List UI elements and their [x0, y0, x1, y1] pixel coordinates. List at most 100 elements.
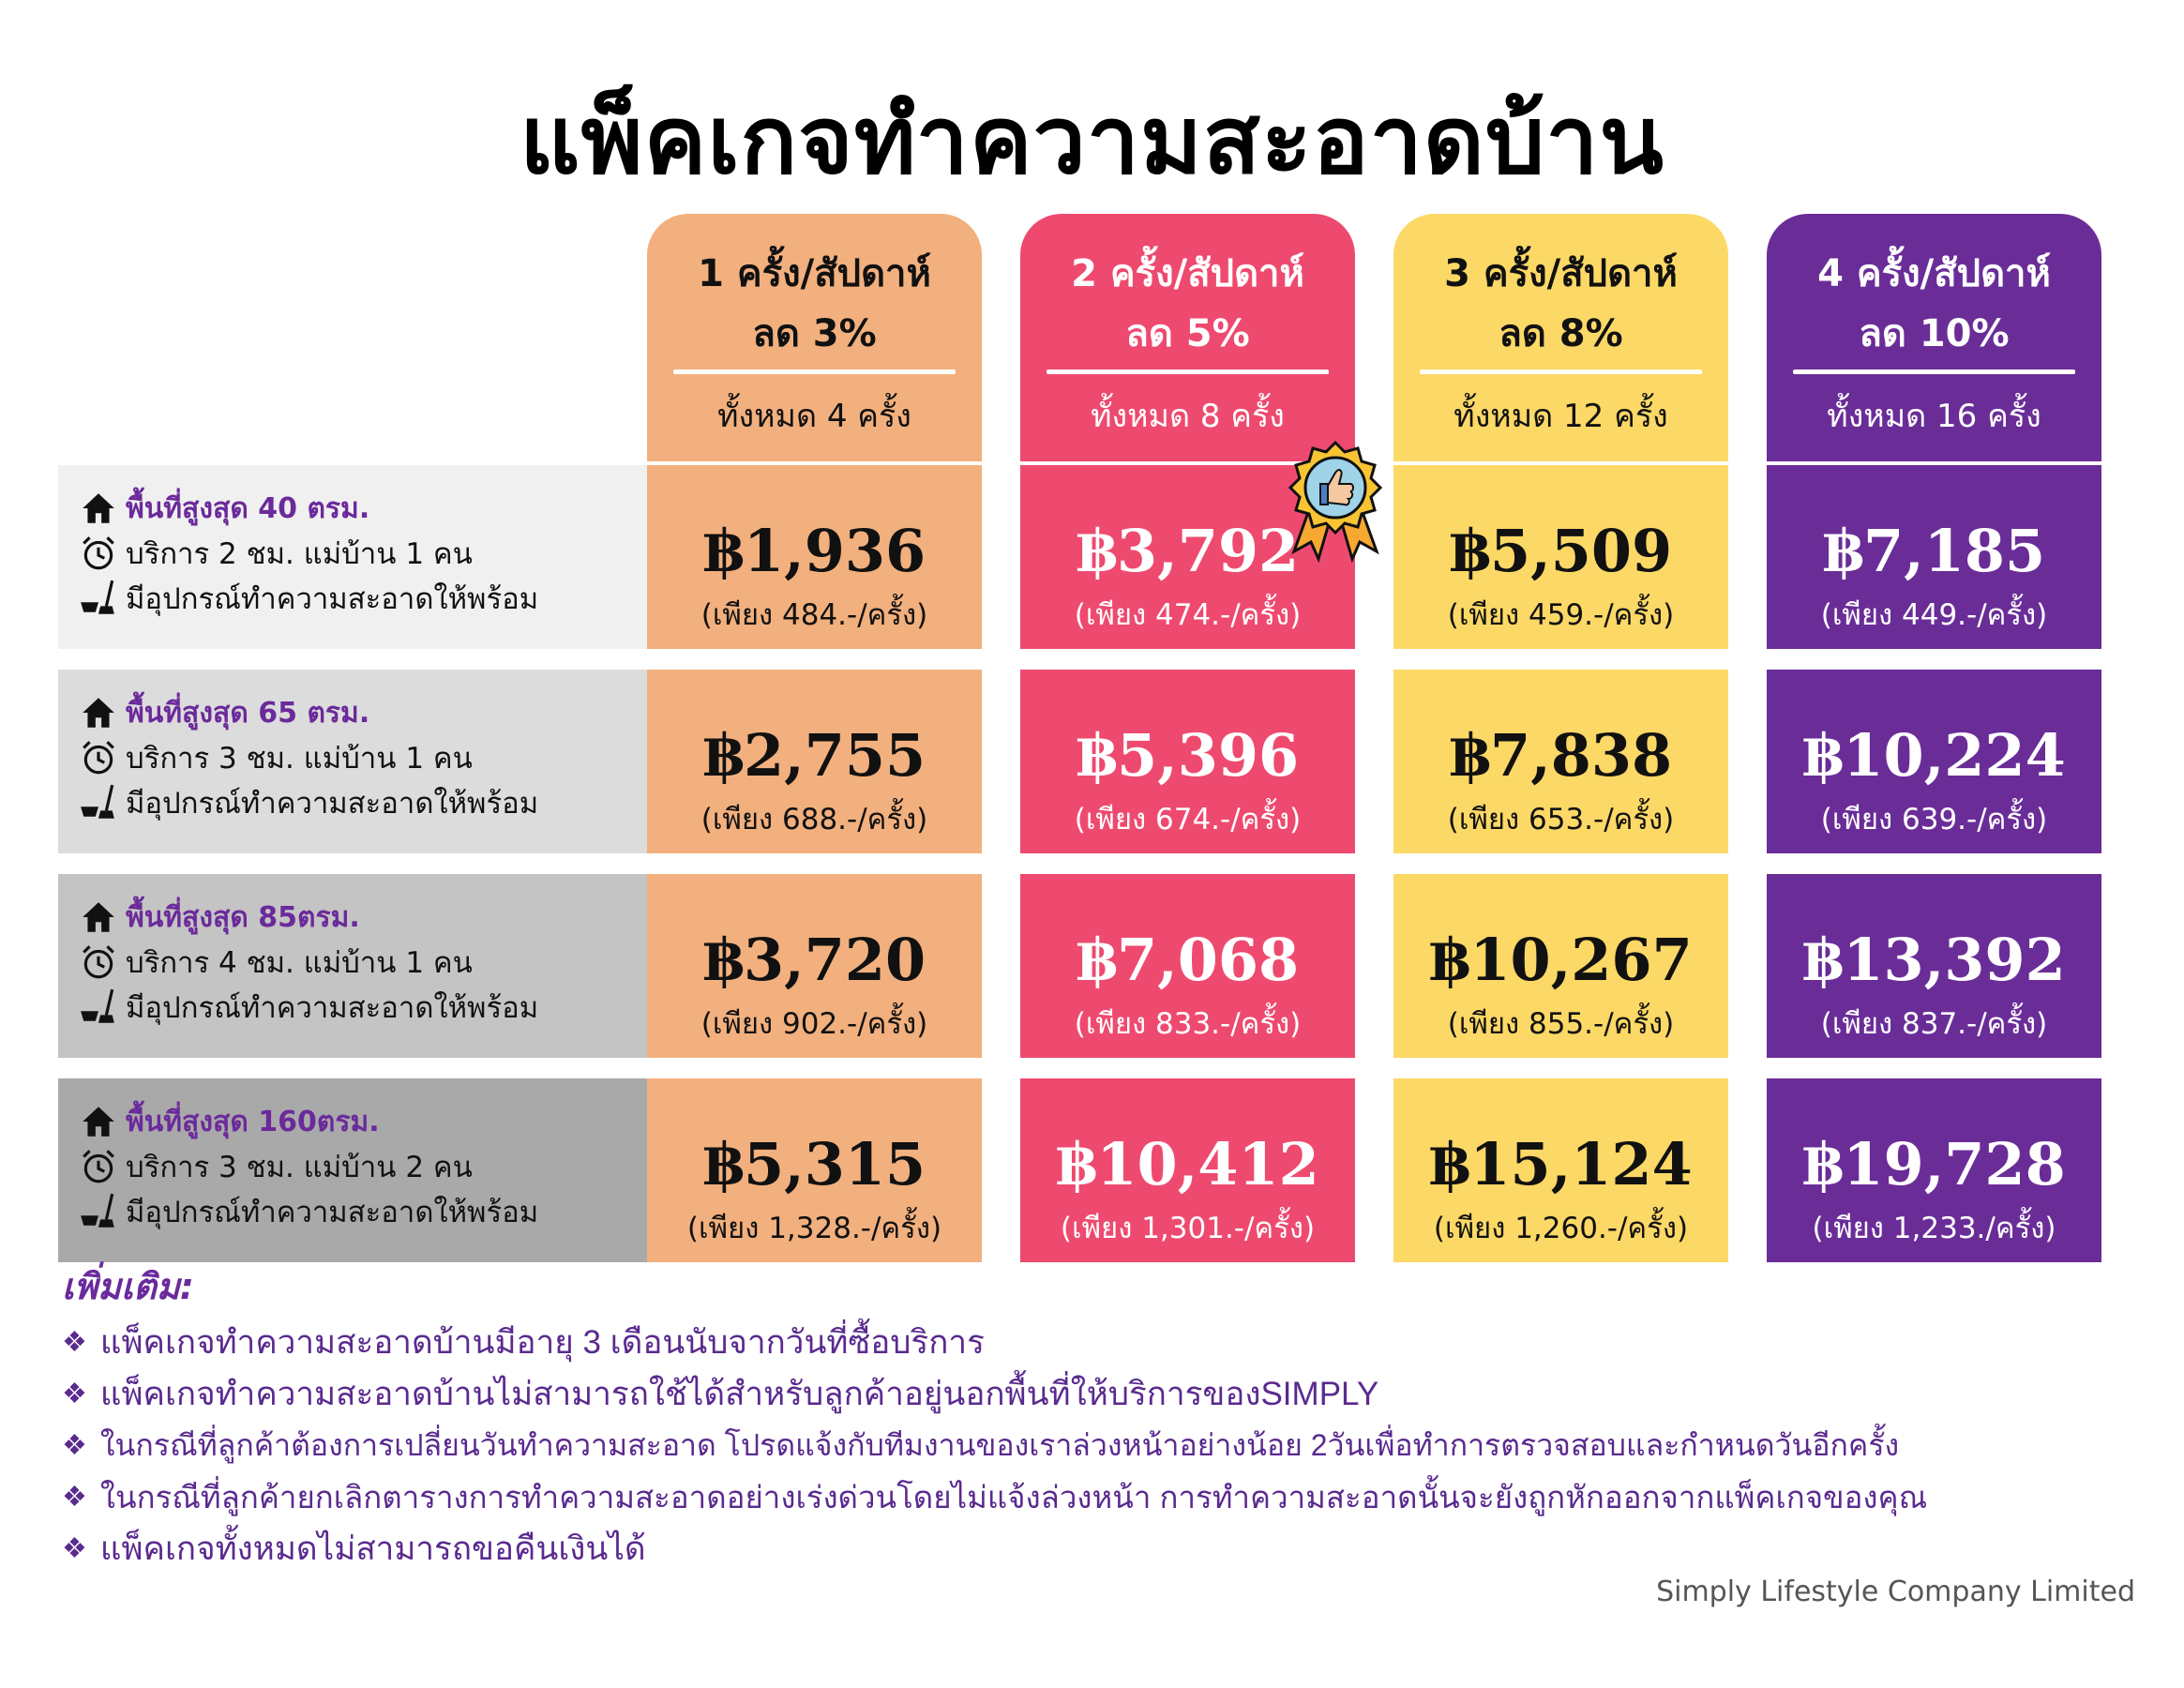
price: ฿5,509: [1449, 517, 1673, 585]
note-item: ❖ ในกรณีที่ลูกค้ายกเลิกตารางการทำความสะอ…: [62, 1473, 1927, 1520]
price-per-visit: (เพียง 639.-/ครั้ง): [1820, 803, 2048, 836]
price-per-visit: (เพียง 1,301.-/ครั้ง): [1060, 1212, 1316, 1245]
plan-header-3: 3 ครั้ง/สัปดาห์ ลด 8% ทั้งหมด 12 ครั้ง: [1393, 214, 1728, 461]
alarm-clock-icon: [83, 1150, 114, 1183]
price-cell: ฿7,838 (เพียง 653.-/ครั้ง): [1393, 670, 1728, 853]
price: ฿10,224: [1802, 721, 2066, 790]
price-per-visit: (เพียง 474.-/ครั้ง): [1074, 598, 1302, 632]
cleaning-tools-icon: [81, 1193, 114, 1228]
plan-discount: ลด 8%: [1499, 312, 1623, 355]
plan-total: ทั้งหมด 12 ครั้ง: [1453, 398, 1668, 435]
price-cell: ฿5,509 (เพียง 459.-/ครั้ง): [1393, 465, 1728, 649]
feature-row-3: พื้นที่สูงสุด 85ตรม. บริการ 4 ชม. แม่บ้า…: [58, 874, 647, 1058]
price-per-visit: (เพียง 674.-/ครั้ง): [1074, 803, 1302, 836]
price: ฿13,392: [1802, 926, 2066, 994]
company-footer: Simply Lifestyle Company Limited: [1656, 1575, 2135, 1608]
thumbs-up-badge-icon: [1288, 440, 1383, 563]
plan-name: 4 ครั้ง/สัปดาห์: [1817, 252, 2051, 295]
price-cell: ฿5,396 (เพียง 674.-/ครั้ง): [1020, 670, 1355, 853]
plan-name: 1 ครั้ง/สัปดาห์: [698, 252, 931, 295]
note-text: แพ็คเกจทั้งหมดไม่สามารถขอคืนเงินได้: [99, 1530, 646, 1567]
divider: [1420, 369, 1702, 374]
plan-header-4: 4 ครั้ง/สัปดาห์ ลด 10% ทั้งหมด 16 ครั้ง: [1767, 214, 2101, 461]
bullet-icon: ❖: [62, 1481, 87, 1513]
feature-row-2: พื้นที่สูงสุด 65 ตรม. บริการ 3 ชม. แม่บ้…: [58, 670, 647, 853]
bullet-icon: ❖: [62, 1429, 87, 1461]
bullet-icon: ❖: [62, 1326, 87, 1358]
price-per-visit: (เพียง 833.-/ครั้ง): [1074, 1007, 1302, 1041]
service-label: บริการ 2 ชม. แม่บ้าน 1 คน: [126, 537, 473, 571]
house-icon: [83, 902, 114, 932]
page-title: แพ็คเกจทำความสะอาดบ้าน: [520, 85, 1664, 195]
bullet-icon: ❖: [62, 1532, 87, 1564]
price-per-visit: (เพียง 855.-/ครั้ง): [1447, 1007, 1675, 1041]
price-per-visit: (เพียง 837.-/ครั้ง): [1820, 1007, 2048, 1041]
feature-row-1: พื้นที่สูงสุด 40 ตรม. บริการ 2 ชม. แม่บ้…: [58, 465, 647, 649]
price: ฿15,124: [1429, 1130, 1693, 1198]
price: ฿10,412: [1056, 1130, 1319, 1198]
service-label: บริการ 4 ชม. แม่บ้าน 1 คน: [126, 946, 473, 980]
divider: [1047, 369, 1329, 374]
price: ฿2,755: [702, 721, 926, 790]
note-text: แพ็คเกจทำความสะอาดบ้านไม่สามารถใช้ได้สำห…: [99, 1375, 1379, 1412]
price-per-visit: (เพียง 484.-/ครั้ง): [700, 598, 928, 632]
area-label: พื้นที่สูงสุด 65 ตรม.: [126, 696, 370, 730]
price: ฿5,315: [702, 1130, 926, 1198]
price-per-visit: (เพียง 1,233./ครั้ง): [1812, 1212, 2056, 1245]
price-cell: ฿10,267 (เพียง 855.-/ครั้ง): [1393, 874, 1728, 1058]
price-cell: ฿15,124 (เพียง 1,260.-/ครั้ง): [1393, 1078, 1728, 1262]
house-icon: [83, 1107, 114, 1137]
price: ฿7,068: [1076, 926, 1300, 994]
note-text: ในกรณีที่ลูกค้าต้องการเปลี่ยนวันทำความสะ…: [99, 1427, 1900, 1462]
cleaning-tools-icon: [81, 784, 114, 819]
price: ฿7,185: [1822, 517, 2046, 585]
feature-row-4: พื้นที่สูงสุด 160ตรม. บริการ 3 ชม. แม่บ้…: [58, 1078, 647, 1262]
price: ฿5,396: [1076, 721, 1300, 790]
area-label: พื้นที่สูงสุด 160ตรม.: [126, 1105, 380, 1138]
plan-header-1: 1 ครั้ง/สัปดาห์ ลด 3% ทั้งหมด 4 ครั้ง: [647, 214, 982, 461]
price-cell: ฿1,936 (เพียง 484.-/ครั้ง): [647, 465, 982, 649]
price-per-visit: (เพียง 1,260.-/ครั้ง): [1433, 1212, 1689, 1245]
price: ฿3,720: [702, 926, 926, 994]
note-item: ❖ ในกรณีที่ลูกค้าต้องการเปลี่ยนวันทำความ…: [62, 1422, 1899, 1469]
price-cell: ฿19,728 (เพียง 1,233./ครั้ง): [1767, 1078, 2101, 1262]
plan-discount: ลด 10%: [1859, 312, 2010, 355]
alarm-clock-icon: [83, 536, 114, 570]
price-per-visit: (เพียง 459.-/ครั้ง): [1447, 598, 1675, 632]
plan-total: ทั้งหมด 16 ครั้ง: [1827, 398, 2041, 435]
price: ฿3,792: [1076, 517, 1300, 585]
alarm-clock-icon: [83, 741, 114, 775]
area-label: พื้นที่สูงสุด 85ตรม.: [126, 900, 360, 934]
plan-name: 2 ครั้ง/สัปดาห์: [1071, 252, 1304, 295]
price-cell: ฿2,755 (เพียง 688.-/ครั้ง): [647, 670, 982, 853]
note-text: แพ็คเกจทำความสะอาดบ้านมีอายุ 3 เดือนนับจ…: [99, 1323, 985, 1361]
price-per-visit: (เพียง 1,328.-/ครั้ง): [686, 1212, 942, 1245]
notes-title: เพิ่มเติม:: [62, 1266, 194, 1307]
price-per-visit: (เพียง 449.-/ครั้ง): [1820, 598, 2048, 632]
house-icon: [83, 493, 114, 523]
divider: [673, 369, 956, 374]
plan-name: 3 ครั้ง/สัปดาห์: [1444, 252, 1678, 295]
price-cell: ฿7,185 (เพียง 449.-/ครั้ง): [1767, 465, 2101, 649]
equipment-label: มีอุปกรณ์ทำความสะอาดให้พร้อม: [126, 1196, 539, 1229]
service-label: บริการ 3 ชม. แม่บ้าน 1 คน: [126, 742, 473, 776]
price-cell: ฿13,392 (เพียง 837.-/ครั้ง): [1767, 874, 2101, 1058]
note-item: ❖ แพ็คเกจทั้งหมดไม่สามารถขอคืนเงินได้: [62, 1525, 646, 1572]
price-per-visit: (เพียง 688.-/ครั้ง): [700, 803, 928, 836]
bullet-icon: ❖: [62, 1378, 87, 1409]
alarm-clock-icon: [83, 945, 114, 979]
price: ฿10,267: [1429, 926, 1693, 994]
note-item: ❖ แพ็คเกจทำความสะอาดบ้านไม่สามารถใช้ได้ส…: [62, 1370, 1378, 1417]
price-cell: ฿3,792 (เพียง 474.-/ครั้ง): [1020, 465, 1355, 649]
price: ฿1,936: [702, 517, 926, 585]
plan-total: ทั้งหมด 4 ครั้ง: [717, 398, 911, 435]
plan-total: ทั้งหมด 8 ครั้ง: [1091, 398, 1285, 435]
house-icon: [83, 698, 114, 728]
price-cell: ฿3,720 (เพียง 902.-/ครั้ง): [647, 874, 982, 1058]
service-label: บริการ 3 ชม. แม่บ้าน 2 คน: [126, 1151, 473, 1184]
divider: [1793, 369, 2075, 374]
plan-discount: ลด 5%: [1125, 312, 1250, 355]
price-per-visit: (เพียง 902.-/ครั้ง): [700, 1007, 928, 1041]
price-cell: ฿10,412 (เพียง 1,301.-/ครั้ง): [1020, 1078, 1355, 1262]
price-per-visit: (เพียง 653.-/ครั้ง): [1447, 803, 1675, 836]
